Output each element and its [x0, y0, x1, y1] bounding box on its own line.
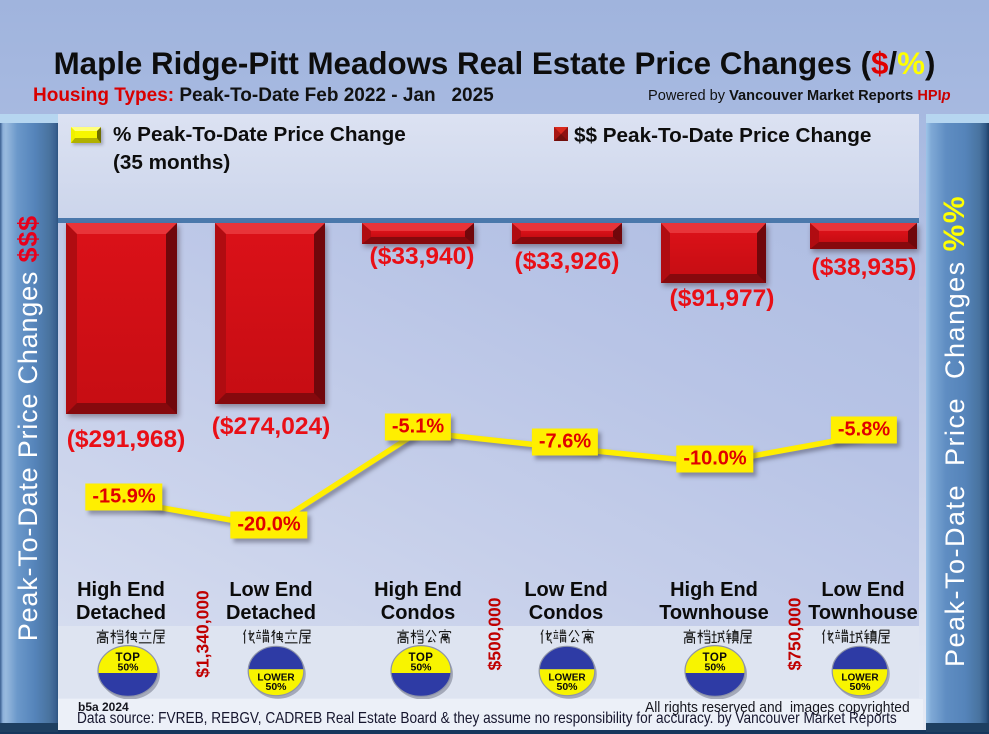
svg-text:TOP: TOP [703, 652, 728, 664]
svg-text:50%: 50% [704, 662, 726, 674]
svg-text:LOWER: LOWER [841, 672, 879, 683]
svg-text:50%: 50% [556, 681, 578, 693]
svg-text:50%: 50% [117, 662, 139, 674]
svg-text:50%: 50% [410, 662, 432, 674]
svg-text:LOWER: LOWER [548, 672, 586, 683]
svg-text:TOP: TOP [409, 652, 434, 664]
svg-text:50%: 50% [849, 681, 871, 693]
svg-text:50%: 50% [265, 681, 287, 693]
svg-text:TOP: TOP [116, 652, 141, 664]
svg-text:LOWER: LOWER [257, 672, 295, 683]
